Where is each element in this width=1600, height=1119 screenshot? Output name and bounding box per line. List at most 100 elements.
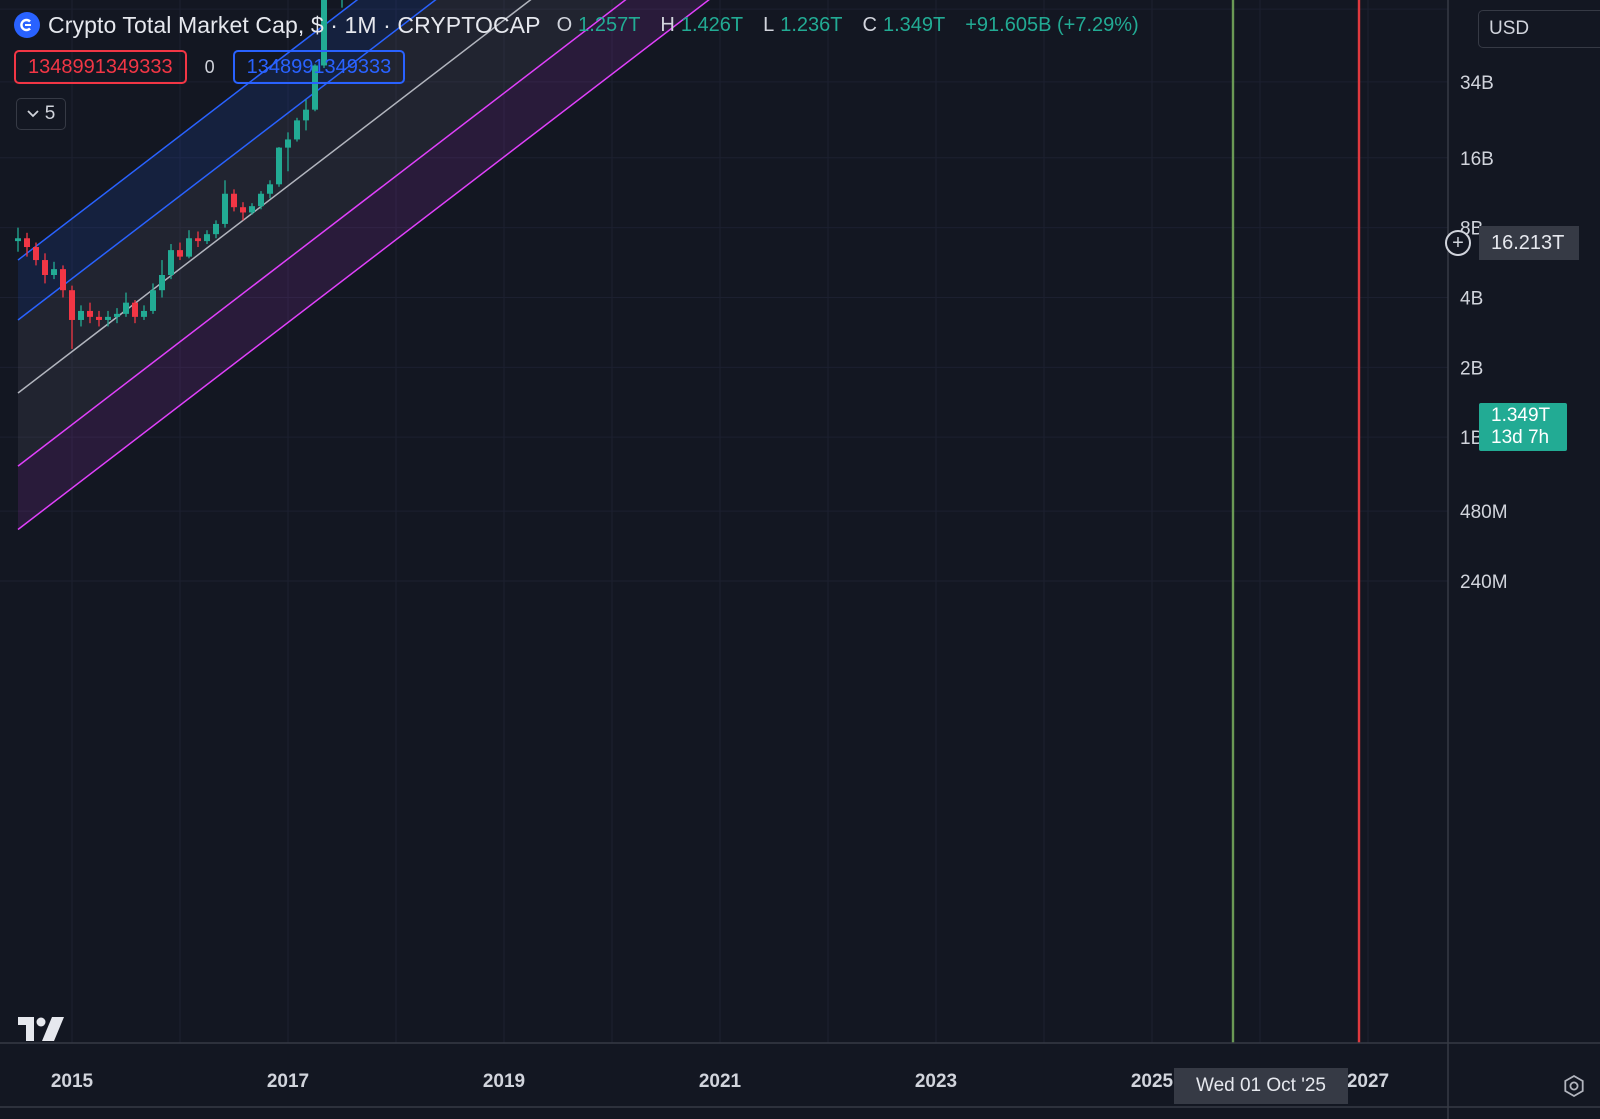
candle-body	[168, 250, 174, 276]
candle-body	[159, 275, 165, 291]
channel-lower-inner	[17, 0, 627, 467]
tradingview-logo-icon[interactable]	[18, 1015, 68, 1048]
collapse-indicators-button[interactable]: 5	[16, 98, 66, 130]
y-tick-label: 4B	[1460, 288, 1483, 309]
candle-body	[51, 269, 57, 276]
candle	[24, 232, 30, 257]
candle-body	[321, 0, 327, 66]
candle-body	[249, 206, 255, 213]
candle	[114, 308, 120, 324]
x-tick-label: 2021	[699, 1071, 742, 1092]
x-tick-label: 2023	[915, 1071, 957, 1092]
indicator-blue-value[interactable]: 1348991349333	[232, 50, 406, 84]
candle-body	[177, 250, 183, 257]
chevron-down-icon	[27, 110, 39, 118]
candle	[33, 242, 39, 266]
low-value: 1.236T	[780, 13, 843, 36]
candle	[321, 0, 327, 69]
candle-body	[123, 302, 129, 314]
last-price-value: 1.349T	[1491, 405, 1551, 426]
high-value: 1.426T	[680, 13, 744, 36]
candle	[141, 305, 147, 320]
candle	[51, 261, 57, 280]
candle	[123, 292, 129, 317]
candle	[267, 180, 273, 199]
candle	[222, 180, 228, 228]
candle	[303, 99, 309, 131]
bar-countdown: 13d 7h	[1491, 427, 1550, 448]
candle	[132, 300, 138, 324]
x-tick-label: 2015	[51, 1071, 94, 1092]
crosshair-price-label: 16.213T	[1479, 226, 1579, 260]
legend-header: Crypto Total Market Cap, $ · 1M · CRYPTO…	[14, 8, 1139, 42]
candle	[15, 227, 21, 252]
candle-body	[195, 238, 201, 242]
x-tick-label: 2027	[1347, 1071, 1389, 1092]
candle-body	[105, 316, 111, 320]
candle	[96, 310, 102, 327]
candle-body	[258, 193, 264, 207]
candle	[150, 283, 156, 314]
high-key: H	[660, 13, 675, 36]
candle	[249, 203, 255, 215]
indicator-red-value[interactable]: 1348991349333	[14, 50, 187, 84]
candle-body	[294, 120, 300, 140]
channel-upper-inner	[17, 0, 437, 321]
vertical-lines	[1231, 0, 1361, 1043]
x-tick-label: 2025	[1131, 1071, 1174, 1092]
close-key: C	[862, 13, 877, 36]
candle-body	[150, 290, 156, 311]
candle	[186, 230, 192, 259]
candle	[87, 302, 93, 324]
candle-body	[69, 290, 75, 320]
candle-body	[276, 147, 282, 185]
candle-body	[24, 238, 30, 248]
candle	[312, 64, 318, 112]
candle	[159, 260, 165, 298]
regression-channel	[17, 0, 710, 531]
candle-body	[132, 302, 138, 317]
candle-body	[222, 193, 228, 224]
candle	[240, 202, 246, 221]
candle-body	[231, 193, 237, 208]
y-tick-label: 16B	[1460, 149, 1494, 170]
candle	[168, 244, 174, 280]
symbol-title[interactable]: Crypto Total Market Cap, $ · 1M · CRYPTO…	[48, 11, 541, 38]
y-tick-label: 34B	[1460, 73, 1494, 94]
price-axis-bg	[1448, 0, 1600, 1119]
add-plus-icon[interactable]: +	[1445, 230, 1471, 256]
open-value: 1.257T	[578, 13, 641, 36]
x-tick-label: 2017	[267, 1071, 309, 1092]
candle-body	[114, 313, 120, 317]
candle-body	[42, 260, 48, 276]
candle	[42, 253, 48, 284]
candle	[294, 117, 300, 142]
ohlc-values: O 1.257T H 1.426T L 1.236T C 1.349T +91.605B…	[557, 14, 1139, 37]
candle-body	[186, 238, 192, 257]
y-tick-label: 240M	[1460, 572, 1508, 593]
candle-body	[33, 247, 39, 261]
candle-body	[96, 316, 102, 320]
candle	[285, 132, 291, 172]
low-key: L	[763, 13, 775, 36]
indicator-zero-value: 0	[204, 56, 215, 77]
candle-body	[204, 234, 210, 242]
candle-body	[240, 207, 246, 213]
currency-selector[interactable]: USD	[1478, 10, 1600, 48]
candle	[78, 305, 84, 327]
candle-body	[141, 310, 147, 317]
candle-body	[285, 139, 291, 148]
candle-body	[267, 184, 273, 194]
x-tick-label: 2019	[483, 1071, 525, 1092]
y-tick-label: 480M	[1460, 502, 1508, 523]
indicator-row: 1348991349333 0 1348991349333	[14, 50, 406, 84]
close-value: 1.349T	[882, 13, 946, 36]
candle	[276, 147, 282, 187]
settings-gear-icon[interactable]	[1562, 1074, 1586, 1103]
candle-body	[15, 238, 21, 242]
open-key: O	[556, 13, 573, 36]
candle	[60, 265, 66, 298]
candles	[15, 0, 343, 349]
candle-body	[87, 310, 93, 317]
